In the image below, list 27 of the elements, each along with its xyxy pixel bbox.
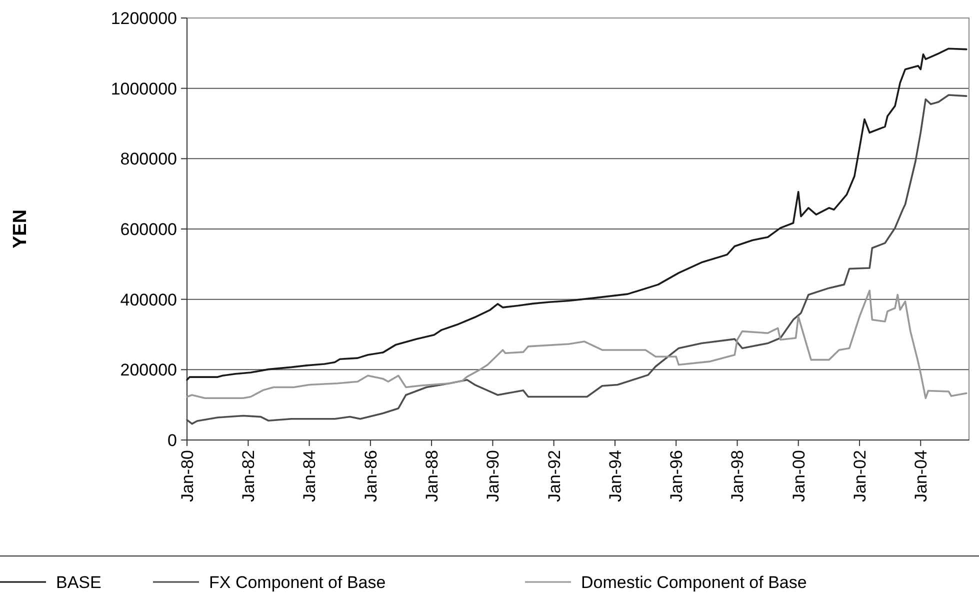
x-tick-label: Jan-80: [178, 450, 197, 502]
y-tick-label: 800000: [120, 150, 177, 169]
x-tick-label: Jan-84: [300, 450, 320, 502]
x-tick-label: Jan-98: [728, 450, 748, 502]
legend-label: BASE: [56, 572, 102, 592]
y-tick-label: 400000: [120, 290, 177, 310]
x-tick-label: Jan-82: [239, 450, 258, 502]
line-series: [186, 290, 968, 400]
legend-label: Domestic Component of Base: [581, 572, 807, 592]
legend-label: FX Component of Base: [209, 572, 386, 592]
x-tick-label: Jan-96: [667, 450, 686, 502]
x-tick-label: Jan-94: [606, 450, 625, 502]
y-axis-title: YEN: [10, 209, 31, 249]
y-tick-label: 1000000: [110, 79, 177, 98]
y-tick-label: 600000: [120, 220, 177, 239]
x-tick-label: Jan-00: [789, 450, 808, 502]
x-tick-label: Jan-88: [422, 450, 442, 502]
y-tick-label: 200000: [120, 360, 177, 380]
x-tick-label: Jan-02: [850, 450, 870, 502]
line-series: [186, 48, 968, 381]
x-tick-label: Jan-92: [544, 450, 564, 502]
x-tick-label: Jan-04: [912, 450, 931, 502]
x-tick-label: Jan-90: [484, 450, 503, 502]
line-series: [186, 94, 968, 425]
x-tick-label: Jan-86: [361, 450, 380, 502]
y-tick-label: 0: [168, 430, 177, 450]
y-tick-label: 1200000: [110, 8, 177, 28]
